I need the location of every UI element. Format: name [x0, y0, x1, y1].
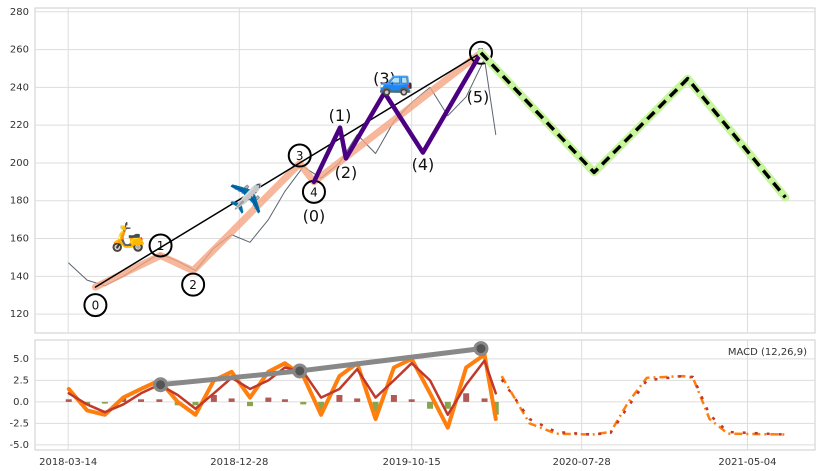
- histogram-bar: [336, 395, 343, 402]
- y-tick-label: 120: [10, 309, 29, 320]
- y-tick-label: -2.5: [9, 418, 29, 429]
- y-tick-label: 0.0: [13, 397, 29, 408]
- marker: [292, 363, 308, 379]
- wave-circle: [83, 293, 108, 318]
- histogram-bar: [481, 398, 488, 402]
- histogram-bar: [228, 398, 235, 402]
- histogram-bar: [192, 401, 199, 406]
- wave-label: (0): [303, 206, 326, 225]
- wave-label: (3): [373, 69, 396, 88]
- series-line: [94, 52, 482, 288]
- histogram-bar: [408, 399, 415, 402]
- y-tick-label: 2.5: [13, 375, 29, 386]
- histogram-bar: [390, 395, 397, 402]
- y-tick-label: 180: [10, 196, 29, 207]
- emoji-icon: ✈️: [229, 181, 264, 215]
- legend-label: MACD (12,26,9): [728, 347, 807, 358]
- series-line: [91, 49, 485, 291]
- y-tick-label: 260: [10, 45, 29, 56]
- emoji-icon: 🛵: [111, 220, 146, 253]
- histogram-bar: [101, 401, 108, 404]
- histogram-bar: [300, 401, 307, 405]
- wave-circle: [181, 272, 206, 297]
- y-tick-label: 220: [10, 120, 29, 131]
- y-tick-label: 5.0: [13, 354, 29, 365]
- x-tick-label: 2020-07-28: [553, 457, 611, 468]
- wave-label: 4: [310, 185, 318, 199]
- wave-label: (1): [329, 106, 352, 125]
- wave-circle: [148, 233, 173, 258]
- series-line: [67, 359, 498, 417]
- series-line: [500, 374, 786, 436]
- price-panel: [34, 7, 816, 334]
- x-tick-label: 2021-05-04: [718, 457, 776, 468]
- marker: [473, 341, 489, 357]
- wave-circle: [468, 40, 493, 65]
- series-line: [311, 50, 484, 185]
- macd-panel: [34, 339, 816, 451]
- histogram-bar: [65, 399, 72, 402]
- x-tick-label: 2018-03-14: [39, 457, 97, 468]
- histogram-bar: [444, 401, 451, 409]
- y-tick-label: 140: [10, 271, 29, 282]
- histogram-bar: [246, 401, 253, 407]
- series-line: [66, 352, 498, 430]
- histogram-bar: [281, 399, 288, 402]
- y-tick-label: 160: [10, 234, 29, 245]
- wave-label: 3: [296, 149, 304, 163]
- emoji-icon: 🚙: [379, 64, 414, 97]
- histogram-bar: [354, 398, 361, 402]
- y-tick-label: 280: [10, 7, 29, 18]
- series-line: [500, 374, 786, 436]
- y-tick-label: 240: [10, 82, 29, 93]
- histogram-bar: [463, 393, 470, 402]
- histogram-bar: [138, 399, 145, 402]
- wave-label: (2): [335, 163, 358, 182]
- histogram-bar: [210, 395, 217, 402]
- wave-label: (5): [467, 87, 490, 106]
- histogram-bar: [318, 401, 325, 411]
- histogram-bar: [427, 401, 434, 409]
- wave-label: 0: [92, 299, 100, 313]
- series-line: [479, 51, 787, 199]
- wave-label: (4): [412, 155, 435, 174]
- x-tick-label: 2018-12-28: [210, 457, 268, 468]
- y-tick-label: 200: [10, 158, 29, 169]
- histogram-bar: [372, 401, 379, 413]
- histogram-bar: [156, 399, 163, 402]
- wave-label: 2: [189, 278, 197, 292]
- marker: [153, 377, 169, 393]
- histogram-bar: [265, 397, 272, 402]
- x-tick-label: 2019-10-15: [383, 457, 441, 468]
- wave-label: 1: [157, 239, 165, 253]
- y-tick-label: -5.0: [9, 440, 29, 451]
